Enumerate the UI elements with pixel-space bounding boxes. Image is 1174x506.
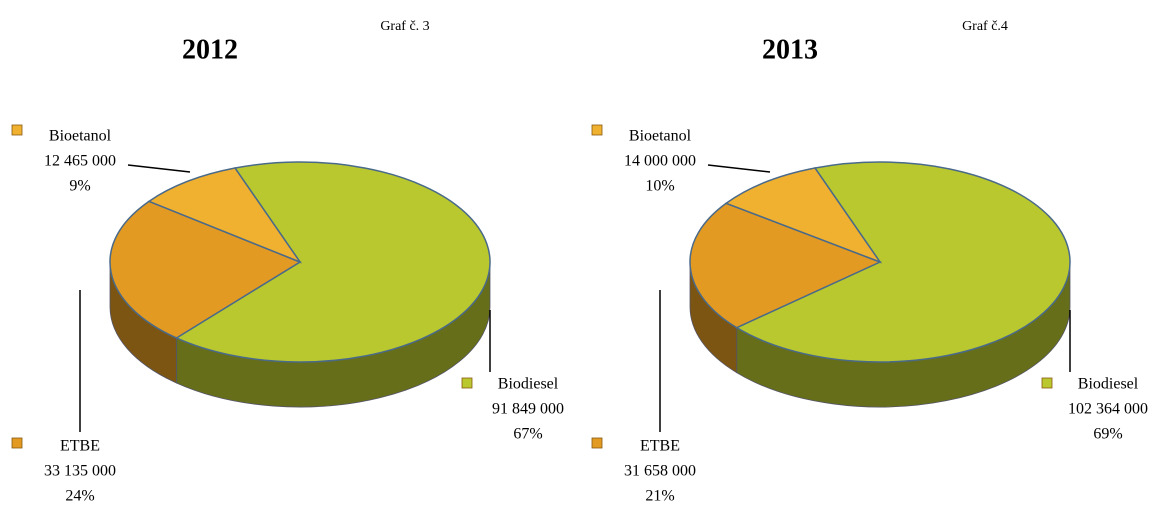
value-label: 102 364 000	[1068, 401, 1148, 418]
legend-marker	[11, 437, 23, 449]
legend-marker	[461, 377, 473, 389]
percentage-label: 69%	[1093, 426, 1122, 443]
legend-marker	[591, 124, 603, 136]
percentage-label: 24%	[65, 488, 94, 505]
legend-marker	[591, 437, 603, 449]
leader-line	[707, 164, 771, 173]
slice	[724, 167, 882, 264]
category-label: Biodiesel	[498, 376, 559, 393]
slice	[689, 202, 882, 329]
slice	[735, 161, 1071, 363]
category-label: Bioetanol	[49, 128, 112, 145]
leader-line	[127, 164, 191, 173]
value-label: 91 849 000	[492, 401, 564, 418]
chart-title: 2013	[762, 34, 818, 65]
value-label: 12 465 000	[44, 153, 116, 170]
percentage-label: 10%	[645, 178, 674, 195]
percentage-label: 21%	[645, 488, 674, 505]
chart-caption: Graf č. 3	[380, 19, 429, 34]
legend-marker	[11, 124, 23, 136]
category-label: ETBE	[640, 438, 680, 455]
percentage-label: 67%	[513, 426, 542, 443]
category-label: Biodiesel	[1078, 376, 1139, 393]
slice	[174, 161, 491, 363]
slice	[147, 167, 303, 264]
legend-marker	[1041, 377, 1053, 389]
slice	[109, 200, 302, 339]
value-label: 14 000 000	[624, 153, 696, 170]
chart-caption: Graf č.4	[962, 19, 1008, 34]
value-label: 33 135 000	[44, 463, 116, 480]
category-label: Bioetanol	[629, 128, 692, 145]
category-label: ETBE	[60, 438, 100, 455]
chart-title: 2012	[182, 34, 238, 65]
percentage-label: 9%	[69, 178, 90, 195]
value-label: 31 658 000	[624, 463, 696, 480]
